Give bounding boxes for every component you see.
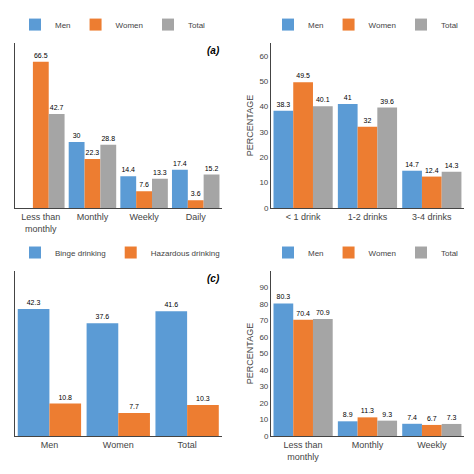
svg-text:(c): (c): [207, 273, 220, 284]
svg-text:30: 30: [259, 382, 268, 391]
svg-text:Binge drinking: Binge drinking: [55, 249, 106, 258]
svg-text:38.3: 38.3: [277, 101, 291, 108]
svg-text:Daily: Daily: [186, 212, 207, 222]
svg-text:Total: Total: [441, 249, 458, 258]
svg-text:60: 60: [259, 52, 268, 61]
svg-text:39.6: 39.6: [380, 98, 394, 105]
svg-text:70.4: 70.4: [296, 310, 310, 317]
svg-text:40: 40: [259, 366, 268, 375]
svg-text:20: 20: [259, 399, 268, 408]
svg-text:Women: Women: [369, 249, 396, 258]
svg-text:11.3: 11.3: [361, 407, 374, 414]
svg-text:42.3: 42.3: [27, 299, 41, 306]
svg-text:Weekly: Weekly: [417, 440, 447, 450]
svg-text:10.3: 10.3: [196, 395, 210, 402]
svg-text:40.1: 40.1: [316, 96, 330, 103]
svg-text:41: 41: [344, 94, 352, 101]
svg-text:Women: Women: [116, 21, 143, 30]
svg-text:Total: Total: [441, 21, 458, 30]
svg-text:Less thanmonthly: Less thanmonthly: [21, 212, 60, 234]
svg-text:30: 30: [73, 132, 81, 139]
svg-text:80: 80: [259, 300, 268, 309]
svg-text:60: 60: [259, 333, 268, 342]
svg-text:14.7: 14.7: [405, 161, 419, 168]
svg-text:14.4: 14.4: [121, 166, 135, 173]
svg-text:Monthly: Monthly: [352, 440, 384, 450]
svg-text:13.3: 13.3: [153, 169, 167, 176]
svg-text:17.4: 17.4: [173, 160, 187, 167]
svg-text:< 1 drink: < 1 drink: [286, 212, 321, 222]
svg-text:7.4: 7.4: [407, 414, 417, 421]
svg-text:37.6: 37.6: [96, 313, 110, 320]
svg-text:Men: Men: [41, 440, 59, 450]
svg-text:32: 32: [364, 117, 372, 124]
svg-text:10: 10: [259, 415, 268, 424]
svg-text:49.5: 49.5: [296, 72, 310, 79]
svg-text:42.7: 42.7: [50, 104, 64, 111]
svg-text:70: 70: [259, 316, 268, 325]
svg-text:70.9: 70.9: [316, 309, 330, 316]
svg-text:22.3: 22.3: [86, 149, 100, 156]
svg-text:7.7: 7.7: [129, 403, 139, 410]
svg-text:7.6: 7.6: [139, 181, 149, 188]
svg-text:Women: Women: [103, 440, 134, 450]
svg-text:20: 20: [259, 153, 268, 162]
svg-text:Women: Women: [369, 21, 396, 30]
svg-text:50: 50: [259, 349, 268, 358]
svg-text:9.3: 9.3: [382, 411, 392, 418]
svg-text:40: 40: [259, 102, 268, 111]
svg-text:1-2 drinks: 1-2 drinks: [348, 212, 388, 222]
svg-text:41.6: 41.6: [164, 301, 178, 308]
svg-text:Weekly: Weekly: [129, 212, 159, 222]
svg-text:80.3: 80.3: [277, 293, 291, 300]
svg-text:Men: Men: [308, 249, 324, 258]
svg-text:15.2: 15.2: [205, 165, 219, 172]
svg-text:10.8: 10.8: [58, 394, 72, 401]
svg-text:0: 0: [264, 204, 269, 213]
svg-text:14.3: 14.3: [445, 162, 459, 169]
svg-text:6.7: 6.7: [427, 415, 437, 422]
svg-text:Less thanmonthly: Less thanmonthly: [284, 440, 323, 462]
svg-text:PERCENTAGE: PERCENTAGE: [245, 95, 255, 156]
svg-text:0: 0: [264, 432, 269, 441]
svg-text:3-4 drinks: 3-4 drinks: [412, 212, 452, 222]
svg-text:8.9: 8.9: [343, 411, 353, 418]
svg-text:90: 90: [259, 283, 268, 292]
svg-text:10: 10: [259, 178, 268, 187]
svg-text:(a): (a): [207, 45, 220, 56]
svg-text:28.8: 28.8: [101, 135, 115, 142]
svg-text:66.5: 66.5: [34, 52, 48, 59]
svg-text:3.6: 3.6: [191, 190, 201, 197]
svg-text:Men: Men: [308, 21, 324, 30]
svg-text:Total: Total: [178, 440, 197, 450]
svg-text:30: 30: [259, 128, 268, 137]
svg-text:50: 50: [259, 77, 268, 86]
svg-text:Total: Total: [188, 21, 205, 30]
svg-text:Men: Men: [55, 21, 71, 30]
svg-text:Hazardous drinking: Hazardous drinking: [151, 249, 220, 258]
svg-text:Monthly: Monthly: [77, 212, 109, 222]
svg-text:7.3: 7.3: [447, 414, 457, 421]
svg-text:PERCENTAGE: PERCENTAGE: [245, 323, 255, 384]
svg-text:12.4: 12.4: [425, 167, 439, 174]
